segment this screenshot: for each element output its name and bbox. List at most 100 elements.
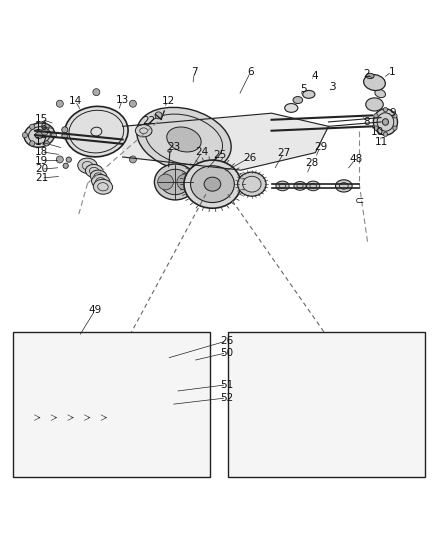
Ellipse shape xyxy=(24,123,55,147)
Ellipse shape xyxy=(184,160,241,208)
Bar xyxy=(228,332,425,477)
Circle shape xyxy=(393,114,397,118)
Ellipse shape xyxy=(366,74,374,78)
Circle shape xyxy=(129,100,136,107)
Bar xyxy=(125,369,133,405)
Circle shape xyxy=(41,128,48,135)
Ellipse shape xyxy=(154,164,196,200)
Ellipse shape xyxy=(288,394,308,410)
Ellipse shape xyxy=(191,166,234,203)
Text: ⊂: ⊂ xyxy=(354,196,364,206)
Circle shape xyxy=(30,124,35,130)
Text: 23: 23 xyxy=(168,142,181,152)
Ellipse shape xyxy=(336,180,352,192)
Circle shape xyxy=(93,167,100,174)
Ellipse shape xyxy=(85,164,103,177)
Ellipse shape xyxy=(382,119,389,125)
Ellipse shape xyxy=(167,127,201,152)
Circle shape xyxy=(34,377,43,385)
Circle shape xyxy=(22,133,28,138)
Text: 22: 22 xyxy=(142,116,155,126)
Ellipse shape xyxy=(68,387,81,395)
Text: 49: 49 xyxy=(89,305,102,316)
Text: 20: 20 xyxy=(35,164,48,174)
Circle shape xyxy=(155,112,162,119)
Circle shape xyxy=(374,126,378,130)
Circle shape xyxy=(57,156,64,163)
Circle shape xyxy=(53,358,62,366)
Ellipse shape xyxy=(68,359,85,372)
Ellipse shape xyxy=(160,169,190,195)
Circle shape xyxy=(245,348,253,356)
Text: 29: 29 xyxy=(314,142,327,152)
Bar xyxy=(126,370,132,403)
Text: 7: 7 xyxy=(191,67,198,77)
Text: 26: 26 xyxy=(243,153,256,163)
Circle shape xyxy=(145,128,152,135)
Circle shape xyxy=(93,88,100,96)
Ellipse shape xyxy=(100,437,110,446)
Circle shape xyxy=(158,174,173,190)
Text: 2: 2 xyxy=(363,69,370,79)
Ellipse shape xyxy=(168,150,171,152)
Ellipse shape xyxy=(78,437,88,446)
Circle shape xyxy=(393,126,397,130)
Circle shape xyxy=(44,141,49,146)
Ellipse shape xyxy=(35,132,44,139)
Text: 27: 27 xyxy=(277,149,290,158)
Text: 12: 12 xyxy=(162,96,175,106)
Ellipse shape xyxy=(147,372,168,389)
Circle shape xyxy=(57,100,64,107)
Text: 19: 19 xyxy=(35,156,48,166)
Ellipse shape xyxy=(34,437,45,446)
Circle shape xyxy=(66,157,71,162)
Circle shape xyxy=(383,132,388,136)
Text: 9: 9 xyxy=(389,108,396,118)
Ellipse shape xyxy=(272,381,324,424)
Ellipse shape xyxy=(303,91,315,98)
Ellipse shape xyxy=(56,437,67,446)
Ellipse shape xyxy=(276,181,289,191)
Ellipse shape xyxy=(344,412,357,422)
Text: 8: 8 xyxy=(364,117,371,127)
Text: 26: 26 xyxy=(220,336,233,346)
Circle shape xyxy=(44,124,49,130)
Ellipse shape xyxy=(92,174,110,189)
Ellipse shape xyxy=(364,75,385,91)
Ellipse shape xyxy=(293,96,303,103)
Ellipse shape xyxy=(204,177,221,191)
Ellipse shape xyxy=(65,107,128,157)
Ellipse shape xyxy=(285,103,298,112)
Circle shape xyxy=(62,127,68,133)
Ellipse shape xyxy=(373,109,398,135)
Circle shape xyxy=(44,354,53,362)
Text: 5: 5 xyxy=(300,84,307,94)
Text: 3: 3 xyxy=(329,82,336,92)
Text: 11: 11 xyxy=(374,136,388,147)
Polygon shape xyxy=(123,113,328,170)
Text: 14: 14 xyxy=(69,96,82,106)
Text: 24: 24 xyxy=(196,147,209,157)
Ellipse shape xyxy=(78,158,97,173)
Ellipse shape xyxy=(375,90,385,98)
Text: 28: 28 xyxy=(305,158,318,168)
Ellipse shape xyxy=(264,374,332,431)
Circle shape xyxy=(51,133,57,138)
Ellipse shape xyxy=(294,182,306,190)
Ellipse shape xyxy=(408,414,416,420)
Circle shape xyxy=(129,156,136,163)
Circle shape xyxy=(177,174,193,190)
Circle shape xyxy=(57,367,66,376)
Text: 4: 4 xyxy=(311,70,318,80)
Circle shape xyxy=(44,381,53,390)
Ellipse shape xyxy=(307,181,320,191)
Ellipse shape xyxy=(137,107,231,172)
Text: 10: 10 xyxy=(371,127,384,138)
Text: 18: 18 xyxy=(35,147,48,157)
Circle shape xyxy=(374,114,378,118)
Text: 21: 21 xyxy=(35,173,48,183)
Text: 13: 13 xyxy=(116,95,129,105)
Text: 48: 48 xyxy=(349,154,362,164)
Text: 52: 52 xyxy=(220,393,233,403)
Circle shape xyxy=(34,358,43,366)
